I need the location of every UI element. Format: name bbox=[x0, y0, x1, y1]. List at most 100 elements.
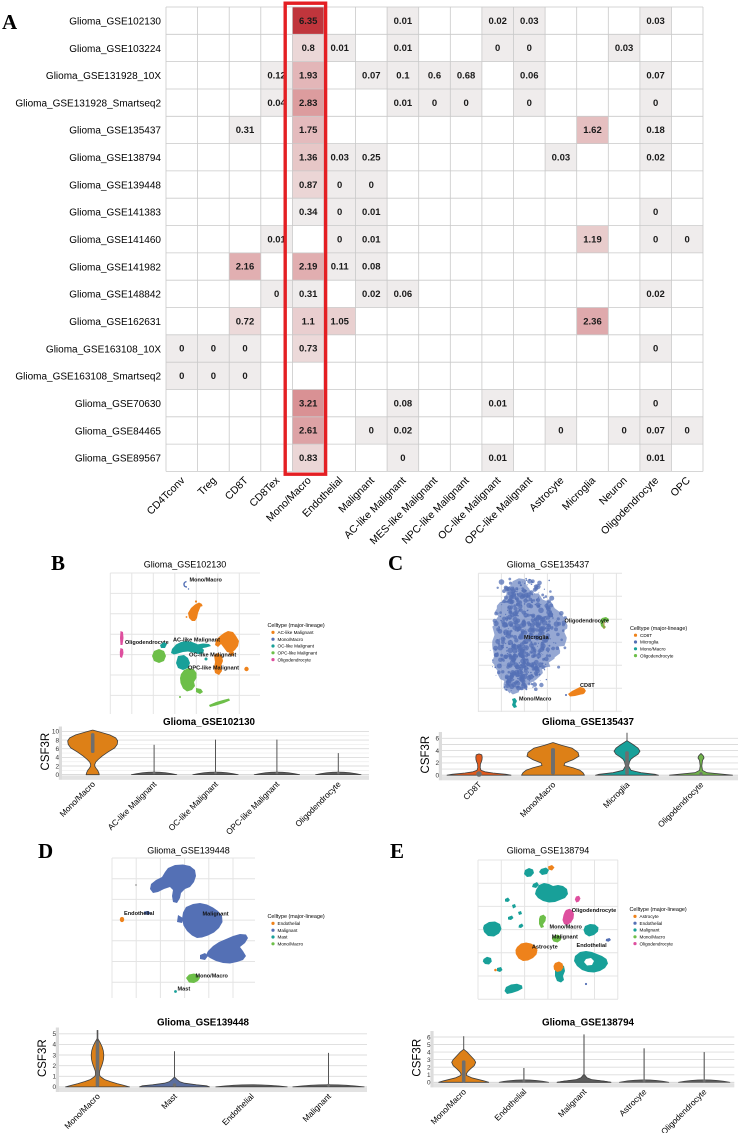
svg-text:B: B bbox=[51, 551, 65, 575]
svg-text:E: E bbox=[390, 839, 404, 863]
svg-text:0.25: 0.25 bbox=[362, 153, 381, 164]
svg-text:A: A bbox=[2, 10, 18, 34]
svg-text:6: 6 bbox=[427, 1034, 431, 1041]
svg-text:Glioma_GSE141982: Glioma_GSE141982 bbox=[69, 262, 161, 273]
svg-text:0.07: 0.07 bbox=[646, 71, 665, 82]
svg-text:Glioma_GSE135437: Glioma_GSE135437 bbox=[542, 717, 635, 728]
svg-text:0: 0 bbox=[435, 773, 439, 780]
svg-text:Glioma_GSE135437: Glioma_GSE135437 bbox=[507, 560, 590, 570]
svg-text:0.02: 0.02 bbox=[362, 289, 381, 300]
svg-text:Glioma_GSE131928_Smartseq2: Glioma_GSE131928_Smartseq2 bbox=[15, 98, 161, 109]
svg-text:4: 4 bbox=[55, 755, 59, 762]
svg-text:2: 2 bbox=[427, 1065, 431, 1072]
svg-text:OC-like Malignant: OC-like Malignant bbox=[278, 644, 315, 649]
svg-text:1.36: 1.36 bbox=[299, 153, 318, 164]
svg-text:0.01: 0.01 bbox=[394, 16, 413, 27]
svg-text:4: 4 bbox=[427, 1049, 431, 1056]
svg-text:0: 0 bbox=[337, 234, 342, 245]
svg-text:Glioma_GSE141460: Glioma_GSE141460 bbox=[69, 235, 161, 246]
svg-text:0.31: 0.31 bbox=[299, 289, 318, 300]
svg-text:CSF3R: CSF3R bbox=[420, 736, 432, 774]
svg-text:Glioma_GSE138794: Glioma_GSE138794 bbox=[542, 1018, 635, 1029]
svg-text:0.06: 0.06 bbox=[520, 71, 539, 82]
svg-text:4: 4 bbox=[435, 748, 439, 755]
svg-text:Endothelial: Endothelial bbox=[278, 921, 301, 926]
svg-text:2.36: 2.36 bbox=[583, 316, 602, 327]
svg-text:0.68: 0.68 bbox=[457, 71, 476, 82]
svg-text:Oligodendrocyte: Oligodendrocyte bbox=[640, 941, 674, 946]
svg-text:4: 4 bbox=[52, 1042, 56, 1049]
svg-text:0: 0 bbox=[179, 371, 184, 382]
svg-text:0: 0 bbox=[685, 426, 690, 437]
svg-text:2.19: 2.19 bbox=[299, 262, 318, 273]
svg-text:3: 3 bbox=[52, 1052, 56, 1059]
svg-text:C: C bbox=[388, 551, 403, 575]
svg-text:OPC-like Malignant: OPC-like Malignant bbox=[188, 666, 239, 672]
svg-text:Celltype (major-lineage): Celltype (major-lineage) bbox=[630, 626, 687, 632]
svg-text:0.72: 0.72 bbox=[236, 316, 255, 327]
svg-text:0.03: 0.03 bbox=[646, 16, 665, 27]
svg-text:Glioma_GSE162631: Glioma_GSE162631 bbox=[69, 317, 161, 328]
svg-text:Glioma_GSE102130: Glioma_GSE102130 bbox=[144, 560, 227, 570]
svg-text:Malignant: Malignant bbox=[640, 928, 661, 933]
svg-text:Glioma_GSE138794: Glioma_GSE138794 bbox=[507, 846, 590, 856]
svg-text:Glioma_GSE70630: Glioma_GSE70630 bbox=[75, 399, 162, 410]
svg-text:Microglia: Microglia bbox=[524, 635, 549, 641]
svg-text:Malignant: Malignant bbox=[203, 912, 229, 918]
svg-text:Glioma_GSE139448: Glioma_GSE139448 bbox=[69, 180, 161, 191]
svg-text:Celltype (major-lineage): Celltype (major-lineage) bbox=[630, 907, 687, 913]
svg-text:1: 1 bbox=[427, 1072, 431, 1079]
svg-text:Glioma_GSE148842: Glioma_GSE148842 bbox=[69, 290, 161, 301]
svg-text:Endothelial: Endothelial bbox=[124, 911, 155, 917]
svg-text:Oligodendrocyte: Oligodendrocyte bbox=[572, 908, 616, 914]
svg-text:0: 0 bbox=[653, 98, 658, 109]
svg-text:0: 0 bbox=[179, 344, 184, 355]
svg-text:Mono/Macro: Mono/Macro bbox=[196, 974, 229, 980]
svg-text:CD8T: CD8T bbox=[640, 633, 652, 638]
svg-text:1.05: 1.05 bbox=[330, 316, 349, 327]
svg-text:0.87: 0.87 bbox=[299, 180, 318, 191]
svg-text:0: 0 bbox=[527, 43, 532, 54]
svg-text:Mono/Macro: Mono/Macro bbox=[190, 578, 223, 584]
svg-text:Mono/Macro: Mono/Macro bbox=[519, 697, 552, 703]
svg-text:Oligodendrocyte: Oligodendrocyte bbox=[565, 619, 609, 625]
svg-text:0: 0 bbox=[653, 234, 658, 245]
svg-text:D: D bbox=[38, 839, 53, 863]
svg-text:1.75: 1.75 bbox=[299, 125, 318, 136]
svg-text:0.01: 0.01 bbox=[267, 234, 286, 245]
svg-text:0.73: 0.73 bbox=[299, 344, 318, 355]
svg-text:Glioma_GSE102130: Glioma_GSE102130 bbox=[69, 17, 161, 28]
svg-text:Oligodendrocyte: Oligodendrocyte bbox=[278, 657, 312, 662]
svg-text:2.61: 2.61 bbox=[299, 426, 318, 437]
svg-text:2: 2 bbox=[435, 760, 439, 767]
svg-text:0.06: 0.06 bbox=[394, 289, 413, 300]
svg-text:0.31: 0.31 bbox=[236, 125, 255, 136]
svg-text:0: 0 bbox=[685, 234, 690, 245]
svg-text:0: 0 bbox=[463, 98, 468, 109]
svg-text:0.1: 0.1 bbox=[396, 71, 410, 82]
svg-text:0: 0 bbox=[621, 426, 626, 437]
svg-text:Malignant: Malignant bbox=[552, 935, 578, 941]
svg-text:0.01: 0.01 bbox=[646, 453, 665, 464]
svg-text:0.6: 0.6 bbox=[428, 71, 441, 82]
svg-text:0: 0 bbox=[369, 426, 374, 437]
svg-text:Mono/Macro: Mono/Macro bbox=[640, 935, 666, 940]
svg-text:1.62: 1.62 bbox=[583, 125, 602, 136]
svg-text:Glioma_GSE131928_10X: Glioma_GSE131928_10X bbox=[46, 71, 161, 82]
svg-text:8: 8 bbox=[55, 737, 59, 744]
svg-text:Mono/Macro: Mono/Macro bbox=[640, 647, 666, 652]
svg-text:0.01: 0.01 bbox=[330, 43, 349, 54]
svg-text:Mast: Mast bbox=[178, 987, 191, 993]
svg-text:Glioma_GSE141383: Glioma_GSE141383 bbox=[69, 208, 161, 219]
svg-text:Astrocyte: Astrocyte bbox=[640, 914, 660, 919]
svg-text:Mono/Macro: Mono/Macro bbox=[278, 942, 304, 947]
svg-text:0.83: 0.83 bbox=[299, 453, 318, 464]
svg-text:Glioma_GSE89567: Glioma_GSE89567 bbox=[75, 454, 162, 465]
svg-text:0: 0 bbox=[55, 772, 59, 779]
svg-text:AC-like Malignant: AC-like Malignant bbox=[173, 638, 220, 644]
svg-text:0: 0 bbox=[369, 180, 374, 191]
svg-text:Mast: Mast bbox=[278, 935, 289, 940]
svg-text:0.03: 0.03 bbox=[330, 153, 349, 164]
svg-text:0: 0 bbox=[427, 1080, 431, 1087]
svg-text:0.02: 0.02 bbox=[646, 153, 665, 164]
